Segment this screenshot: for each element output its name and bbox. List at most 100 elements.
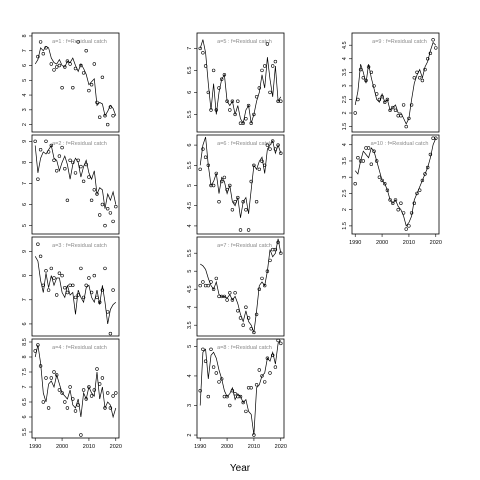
y-tick-label: 5	[22, 79, 28, 82]
fitted-line	[199, 136, 282, 218]
y-tick-label: 6.5	[22, 398, 28, 406]
observed-point	[383, 100, 387, 104]
observed-point	[222, 175, 227, 180]
observed-point	[38, 148, 43, 152]
observed-point	[95, 295, 99, 300]
observed-point	[423, 67, 427, 72]
observed-point	[257, 368, 261, 372]
observed-point	[252, 163, 256, 168]
y-tick-label: 7	[22, 385, 28, 388]
observed-point	[279, 251, 283, 255]
observed-point	[89, 198, 94, 203]
observed-point	[375, 159, 379, 163]
y-tick-label: 6	[22, 64, 28, 67]
observed-point	[81, 388, 86, 392]
fitted-line	[200, 238, 282, 333]
panel-frame	[196, 236, 285, 337]
observed-point	[409, 211, 414, 215]
observed-point	[79, 433, 83, 437]
observed-point	[105, 391, 110, 395]
observed-point	[217, 380, 221, 384]
observed-point	[265, 269, 270, 273]
observed-point	[108, 105, 113, 109]
observed-point	[225, 394, 229, 399]
observed-point	[273, 59, 278, 64]
observed-point	[214, 171, 219, 176]
observed-point	[92, 188, 97, 192]
observed-point	[249, 121, 253, 125]
observed-point	[211, 365, 216, 369]
observed-point	[76, 40, 80, 44]
observed-point	[71, 283, 75, 287]
observed-point	[380, 178, 384, 183]
observed-point	[36, 242, 40, 246]
panel-label: a=7 : f=Residual catch	[217, 243, 272, 249]
observed-point	[257, 86, 261, 90]
observed-point	[206, 283, 211, 288]
observed-point	[265, 42, 270, 46]
panel-10: a=10 : f=Residual catch 1.5 2 2.5 3 3.5 4 1990 2…	[342, 134, 442, 246]
panel-label: a=3 : f=Residual catch	[52, 243, 107, 249]
observed-point	[111, 288, 115, 292]
observed-point	[225, 187, 229, 192]
observed-point	[257, 167, 261, 172]
observed-point	[63, 286, 67, 290]
observed-point	[236, 99, 240, 103]
observed-point	[89, 290, 94, 295]
y-tick-label: 7	[22, 49, 28, 52]
observed-point	[44, 139, 48, 144]
x-tick-label: 1990	[349, 240, 361, 246]
y-tick-label: 5	[187, 184, 193, 187]
observed-point	[46, 150, 51, 154]
observed-point	[81, 71, 86, 75]
observed-point	[65, 290, 70, 295]
y-tick-label: 5	[187, 345, 193, 348]
observed-point	[228, 403, 232, 408]
observed-point	[198, 283, 202, 288]
y-tick-label: 4.5	[187, 202, 193, 210]
observed-point	[230, 208, 235, 212]
observed-point	[263, 380, 267, 384]
observed-point	[60, 145, 64, 150]
y-tick-label: 9	[22, 250, 28, 253]
panel-frame	[196, 134, 285, 235]
x-tick-label: 2010	[248, 444, 260, 450]
observed-point	[49, 376, 53, 380]
y-tick-label: 3.5	[187, 321, 193, 329]
y-tick-label: 2.5	[342, 190, 348, 198]
observed-point	[33, 349, 37, 353]
observed-point	[260, 159, 264, 164]
y-tick-label: 2	[187, 434, 193, 437]
observed-point	[76, 293, 80, 297]
observed-point	[211, 68, 216, 73]
observed-point	[103, 113, 107, 118]
y-tick-label: 4	[342, 143, 348, 146]
observed-point	[434, 136, 438, 140]
observed-point	[209, 347, 213, 351]
y-tick-label: 3	[187, 404, 193, 407]
observed-point	[44, 269, 48, 273]
observed-point	[361, 159, 365, 163]
observed-point	[401, 211, 406, 215]
observed-point	[399, 113, 403, 118]
observed-point	[222, 294, 227, 299]
observed-point	[52, 158, 56, 163]
observed-point	[108, 211, 113, 215]
panel-label: a=10 : f=Residual catch	[371, 141, 429, 147]
observed-point	[33, 139, 37, 144]
observed-point	[95, 192, 99, 196]
observed-point	[407, 116, 411, 121]
observed-point	[36, 177, 40, 181]
observed-point	[201, 280, 205, 284]
observed-point	[279, 341, 283, 346]
observed-point	[81, 179, 86, 184]
observed-point	[273, 365, 278, 369]
observed-point	[236, 309, 240, 313]
panel-frame	[31, 32, 120, 133]
observed-point	[254, 312, 259, 317]
observed-point	[206, 163, 211, 168]
observed-point	[388, 108, 392, 113]
observed-point	[36, 54, 40, 59]
observed-point	[246, 228, 251, 232]
